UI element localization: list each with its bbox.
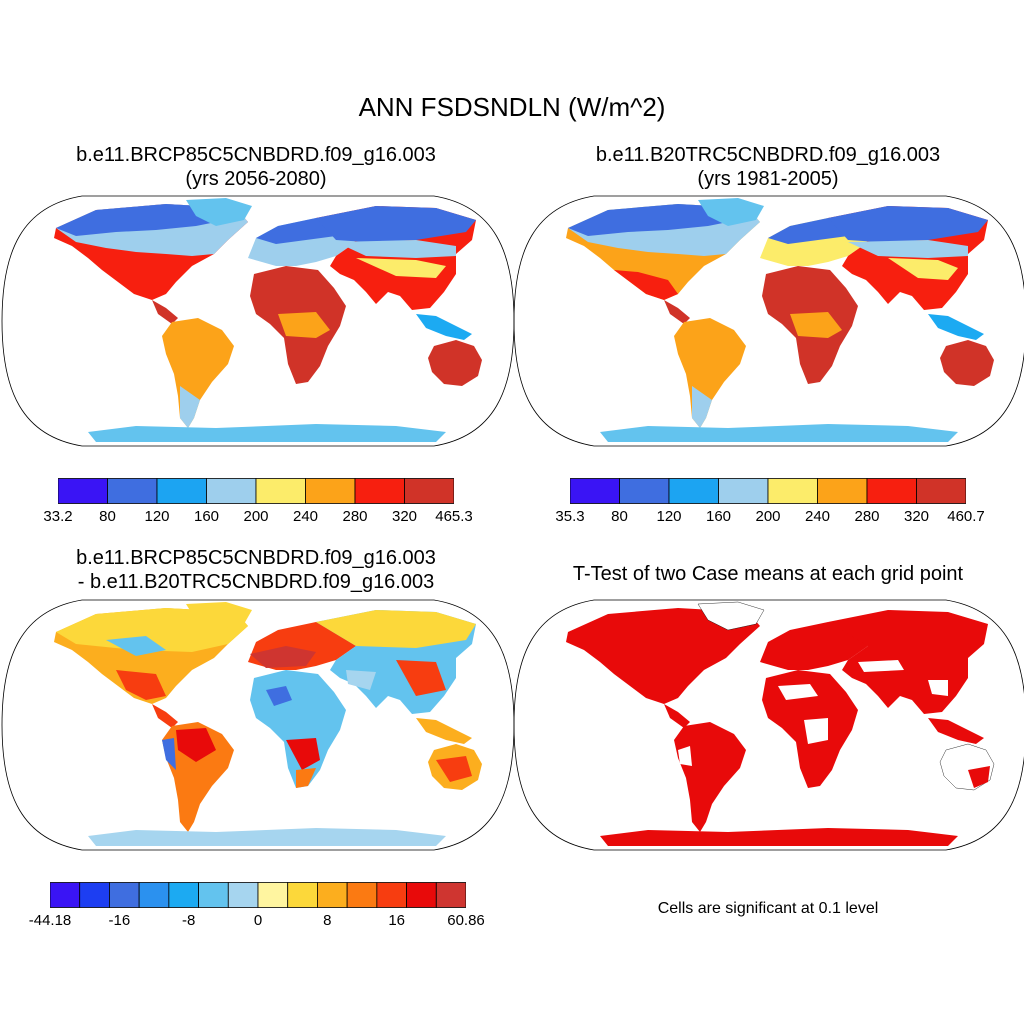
colorbar-box: [404, 478, 454, 504]
colorbar-box: [107, 478, 158, 504]
colorbar-bottom-left: [50, 882, 466, 908]
colorbar-box: [109, 882, 140, 908]
panel-title-line1: b.e11.BRCP85C5CNBDRD.f09_g16.003: [76, 144, 436, 166]
colorbar-tick-label: 200: [243, 508, 269, 525]
colorbar-tick-label: 280: [854, 508, 880, 525]
colorbar-box: [817, 478, 868, 504]
colorbar-tick-label: 120: [656, 508, 682, 525]
colorbar-box: [198, 882, 229, 908]
colorbar-box: [255, 478, 306, 504]
colorbar-tick-label: 120: [144, 508, 170, 525]
colorbar-box: [317, 882, 348, 908]
colorbar-top-left: [58, 478, 454, 504]
colorbar-tick-label: 460.7: [947, 508, 985, 525]
colorbar-tick-label: 8: [323, 912, 332, 929]
colorbar-box: [354, 478, 405, 504]
colorbar-box: [227, 882, 259, 908]
colorbar-box: [79, 882, 110, 908]
figure-title: ANN FSDSNDLN (W/m^2): [358, 92, 666, 122]
panel-title-bottom-right: T-Test of two Case means at each grid po…: [508, 562, 1024, 586]
colorbar-tick-label: 80: [611, 508, 628, 525]
colorbar-tick-label: -16: [108, 912, 131, 929]
colorbar-box: [138, 882, 170, 908]
colorbar-tick-label: 60.86: [447, 912, 485, 929]
colorbar-top-right: [570, 478, 966, 504]
colorbar-tick-label: 240: [292, 508, 319, 525]
colorbar-tick-label: 465.3: [435, 508, 473, 525]
panel-title-line2: (yrs 1981-2005): [697, 168, 839, 190]
colorbar-tick-label: 35.3: [555, 508, 585, 525]
colorbar-box: [168, 882, 199, 908]
colorbar-box: [206, 478, 257, 504]
colorbar-tick-label: 320: [391, 508, 418, 525]
colorbar-tick-label: -8: [181, 912, 196, 929]
colorbar-box: [570, 478, 620, 504]
colorbar-tick-label: -44.18: [28, 912, 72, 929]
colorbar-labels-bottom-left: -44.18 -16 -8 0 8 16 60.86: [29, 912, 485, 932]
colorbar-tick-label: 200: [755, 508, 781, 525]
colorbar-tick-label: 0: [253, 912, 263, 929]
colorbar-box: [257, 882, 289, 908]
panel-title-bottom-left: b.e11.BRCP85C5CNBDRD.f09_g16.003 - b.e11…: [16, 546, 496, 594]
colorbar-box: [718, 478, 769, 504]
panel-title-line1: T-Test of two Case means at each grid po…: [572, 563, 964, 585]
map-top-right: [513, 195, 1024, 447]
map-top-left: [1, 195, 515, 447]
panel-title-line1: b.e11.B20TRC5CNBDRD.f09_g16.003: [595, 144, 941, 166]
colorbar-labels-top-left: 33.2 80 120 160 200 240 280 320 465.3: [43, 508, 472, 528]
colorbar-tick-label: 160: [705, 508, 732, 525]
colorbar-tick-label: 160: [193, 508, 220, 525]
panel-title-top-left: b.e11.BRCP85C5CNBDRD.f09_g16.003 (yrs 20…: [16, 143, 496, 191]
colorbar-box: [619, 478, 670, 504]
colorbar-tick-label: 320: [903, 508, 930, 525]
colorbar-box: [50, 882, 81, 908]
map-bottom-left: [1, 599, 515, 851]
colorbar-box: [156, 478, 207, 504]
colorbar-box: [668, 478, 719, 504]
panel-title-line1: b.e11.BRCP85C5CNBDRD.f09_g16.003: [76, 547, 436, 569]
map-bottom-right: [513, 599, 1024, 851]
colorbar-tick-label: 80: [99, 508, 116, 525]
colorbar-tick-label: 33.2: [43, 508, 73, 525]
colorbar-tick-label: 240: [804, 508, 831, 525]
colorbar-labels-top-right: 35.3 80 120 160 200 240 280 320 460.7: [555, 508, 984, 528]
colorbar-box: [58, 478, 108, 504]
colorbar-box: [767, 478, 818, 504]
colorbar-tick-label: 280: [342, 508, 368, 525]
panel-title-line2: - b.e11.B20TRC5CNBDRD.f09_g16.003: [77, 571, 435, 593]
colorbar-tick-label: 16: [388, 912, 405, 929]
colorbar-box: [346, 882, 378, 908]
colorbar-box: [305, 478, 356, 504]
panel-title-line2: (yrs 2056-2080): [185, 168, 327, 190]
colorbar-box: [916, 478, 966, 504]
significance-note: Cells are significant at 0.1 level: [657, 900, 879, 917]
colorbar-box: [406, 882, 437, 908]
colorbar-box: [376, 882, 407, 908]
colorbar-box: [287, 882, 318, 908]
panel-title-top-right: b.e11.B20TRC5CNBDRD.f09_g16.003 (yrs 198…: [528, 143, 1008, 191]
colorbar-box: [866, 478, 917, 504]
colorbar-box: [435, 882, 466, 908]
